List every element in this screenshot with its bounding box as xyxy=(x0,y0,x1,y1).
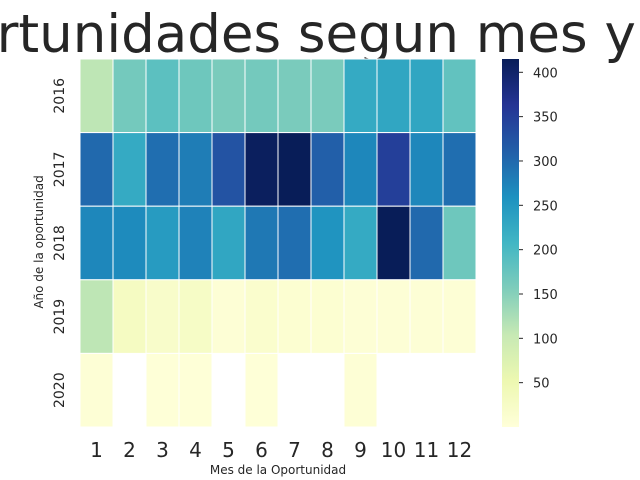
heatmap-cell-2018-5 xyxy=(211,205,246,281)
heatmap-cell-2020-9 xyxy=(343,352,378,428)
heatmap-cell-2019-6 xyxy=(244,279,279,354)
heatmap-cell-2020-3 xyxy=(145,352,180,428)
heatmap-cell-2017-7 xyxy=(277,132,312,207)
heatmap-cell-2017-5 xyxy=(211,132,246,207)
heatmap-cell-2019-8 xyxy=(310,279,345,354)
x-tick-labels: 1 2 3 4 5 6 7 8 9 10 11 12 xyxy=(90,438,472,462)
heatmap-cell-2019-1 xyxy=(79,279,114,354)
y-tick-label: 2020 xyxy=(52,372,68,408)
heatmap-cell-2018-4 xyxy=(178,205,213,281)
y-tick-label: 2019 xyxy=(52,299,68,335)
x-tick-label: 9 xyxy=(354,438,367,462)
heatmap-cells xyxy=(79,58,477,428)
x-tick-label: 5 xyxy=(222,438,235,462)
heatmap-cell-2016-3 xyxy=(145,58,180,134)
heatmap-cell-2019-12 xyxy=(442,279,477,354)
colorbar-tick-label: 50 xyxy=(533,377,550,392)
colorbar-tick-label: 200 xyxy=(533,244,558,259)
heatmap-cell-2016-4 xyxy=(178,58,213,134)
heatmap-cell-2019-11 xyxy=(409,279,444,354)
heatmap-cell-2016-1 xyxy=(79,58,114,134)
heatmap-cell-2016-11 xyxy=(409,58,444,134)
heatmap-cell-2017-2 xyxy=(112,132,147,207)
y-tick-label: 2017 xyxy=(52,152,68,188)
colorbar-gradient xyxy=(502,59,519,427)
heatmap-cell-2016-2 xyxy=(112,58,147,134)
heatmap-cell-2020-4 xyxy=(178,352,213,428)
y-tick-label: 2016 xyxy=(52,78,68,114)
x-tick-label: 10 xyxy=(381,438,406,462)
heatmap-cell-2019-7 xyxy=(277,279,312,354)
heatmap-cell-2017-4 xyxy=(178,132,213,207)
heatmap-cell-2017-8 xyxy=(310,132,345,207)
y-tick-label: 2018 xyxy=(52,225,68,261)
heatmap-cell-2019-10 xyxy=(376,279,411,354)
heatmap-cell-2017-12 xyxy=(442,132,477,207)
x-axis-label: Mes de la Oportunidad xyxy=(210,463,346,477)
heatmap-cell-2018-10 xyxy=(376,205,411,281)
x-tick-label: 1 xyxy=(90,438,103,462)
colorbar-tick-label: 350 xyxy=(533,111,558,126)
heatmap-cell-2016-8 xyxy=(310,58,345,134)
heatmap-cell-2019-9 xyxy=(343,279,378,354)
colorbar-tick-label: 400 xyxy=(533,66,558,81)
x-tick-label: 4 xyxy=(189,438,202,462)
heatmap-cell-2016-5 xyxy=(211,58,246,134)
colorbar-ticks: 50 100 150 200 250 300 350 400 xyxy=(519,66,558,392)
heatmap-cell-2016-6 xyxy=(244,58,279,134)
x-tick-label: 7 xyxy=(288,438,301,462)
x-tick-label: 8 xyxy=(321,438,334,462)
colorbar: 50 100 150 200 250 300 350 400 xyxy=(502,59,558,427)
x-tick-label: 6 xyxy=(255,438,268,462)
chart-title: Oportunidades segun mes y año xyxy=(0,4,640,65)
heatmap-cell-2018-1 xyxy=(79,205,114,281)
heatmap-cell-2020-6 xyxy=(244,352,279,428)
heatmap-cell-2017-3 xyxy=(145,132,180,207)
heatmap-cell-2018-7 xyxy=(277,205,312,281)
heatmap-cell-2016-12 xyxy=(442,58,477,134)
colorbar-tick-label: 100 xyxy=(533,332,558,347)
heatmap-cell-2020-1 xyxy=(79,352,114,428)
heatmap-cell-2017-10 xyxy=(376,132,411,207)
heatmap-cell-2016-7 xyxy=(277,58,312,134)
colorbar-tick-label: 250 xyxy=(533,199,558,214)
heatmap-cell-2018-12 xyxy=(442,205,477,281)
y-tick-labels: 2016 2017 2018 2019 2020 xyxy=(52,78,68,408)
heatmap-cell-2018-3 xyxy=(145,205,180,281)
heatmap-cell-2018-11 xyxy=(409,205,444,281)
heatmap-cell-2017-9 xyxy=(343,132,378,207)
heatmap-cell-2018-9 xyxy=(343,205,378,281)
x-tick-label: 2 xyxy=(123,438,136,462)
heatmap-cell-2018-8 xyxy=(310,205,345,281)
heatmap-cell-2016-10 xyxy=(376,58,411,134)
heatmap-cell-2018-6 xyxy=(244,205,279,281)
heatmap-cell-2019-5 xyxy=(211,279,246,354)
colorbar-tick-label: 150 xyxy=(533,288,558,303)
x-tick-label: 3 xyxy=(156,438,169,462)
heatmap-cell-2019-3 xyxy=(145,279,180,354)
heatmap-cell-2017-11 xyxy=(409,132,444,207)
x-tick-label: 12 xyxy=(447,438,472,462)
heatmap-cell-2017-6 xyxy=(244,132,279,207)
colorbar-tick-label: 300 xyxy=(533,155,558,170)
heatmap-cell-2018-2 xyxy=(112,205,147,281)
heatmap-cell-2017-1 xyxy=(79,132,114,207)
heatmap-cell-2019-2 xyxy=(112,279,147,354)
heatmap-cell-2016-9 xyxy=(343,58,378,134)
y-axis-label: Año de la oportunidad xyxy=(32,175,46,308)
x-tick-label: 11 xyxy=(414,438,439,462)
heatmap-cell-2019-4 xyxy=(178,279,213,354)
